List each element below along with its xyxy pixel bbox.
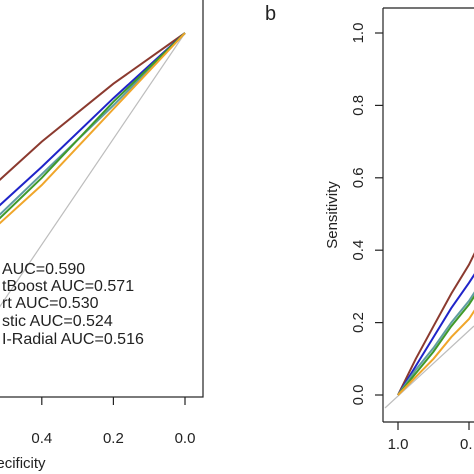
panel-b-y-tick-label-3: 0.4	[350, 240, 367, 261]
panel-b-x-ticks: 1.0 0.	[388, 422, 473, 453]
legend-entry-4: stic AUC=0.524	[2, 313, 113, 330]
panel-b-y-tick-label-6: 1.0	[350, 23, 367, 44]
panel-b-y-tick-label-2: 0.2	[350, 312, 367, 333]
legend-entry-1: AUC=0.590	[2, 261, 85, 278]
panel-b-series-line-3	[397, 291, 474, 396]
panel-b-y-tick-label-5: 0.8	[350, 95, 367, 116]
panel-a-series-line-5	[0, 32, 186, 225]
panel-a-plot-frame	[0, 0, 204, 398]
panel-b-y-tick-label-4: 0.6	[350, 167, 367, 188]
panel-b-y-axis-title: Sensitivity	[324, 181, 341, 249]
panel-b-series-line-4	[397, 294, 474, 396]
panel-a-x-ticks: 0.4 0.2 0.0	[31, 397, 195, 447]
panel-a-roc-plot: 0.4 0.2 0.0 Specificity AUC=0.590 tBoost A…	[0, 0, 204, 472]
legend-entry-3: rt AUC=0.530	[2, 295, 99, 312]
legend-entry-2: tBoost AUC=0.571	[2, 278, 134, 295]
panel-a-series-line-4	[0, 32, 186, 220]
panel-a-x-tick-label-3: 0.0	[175, 430, 196, 447]
panel-b-y-tick-label-1: 0.0	[350, 385, 367, 406]
panel-a-legend: AUC=0.590 tBoost AUC=0.571 rt AUC=0.530 …	[2, 261, 144, 348]
panel-b-x-tick-label-2: 0.	[460, 436, 473, 453]
panel-a-series-group	[0, 32, 186, 225]
panel-b-series-line-5	[397, 309, 474, 396]
panel-a-reference-line	[0, 32, 186, 308]
panel-b-series-line-2	[397, 273, 474, 396]
panel-b-series-group	[397, 252, 474, 396]
panel-a-series-line-1	[0, 32, 186, 182]
legend-entry-5: I-Radial AUC=0.516	[2, 331, 144, 348]
panel-a-series-line-3	[0, 32, 186, 216]
panel-a-series-line-2	[0, 32, 186, 207]
panel-a-x-tick-label-2: 0.2	[103, 430, 124, 447]
panel-b-reference-line	[384, 325, 474, 409]
panel-b-series-line-1	[397, 252, 474, 396]
panel-b-y-ticks: 0.0 0.2 0.4 0.6 0.8 1.0	[350, 23, 383, 406]
panel-b-x-tick-label-1: 1.0	[388, 436, 409, 453]
panel-b-roc-plot: 0.0 0.2 0.4 0.6 0.8 1.0 1.0 0. Sensitivity	[324, 7, 474, 453]
panel-a-x-tick-label-1: 0.4	[31, 430, 52, 447]
panel-a-x-axis-title: Specificity	[0, 455, 46, 472]
panel-b-label: b	[265, 3, 276, 25]
